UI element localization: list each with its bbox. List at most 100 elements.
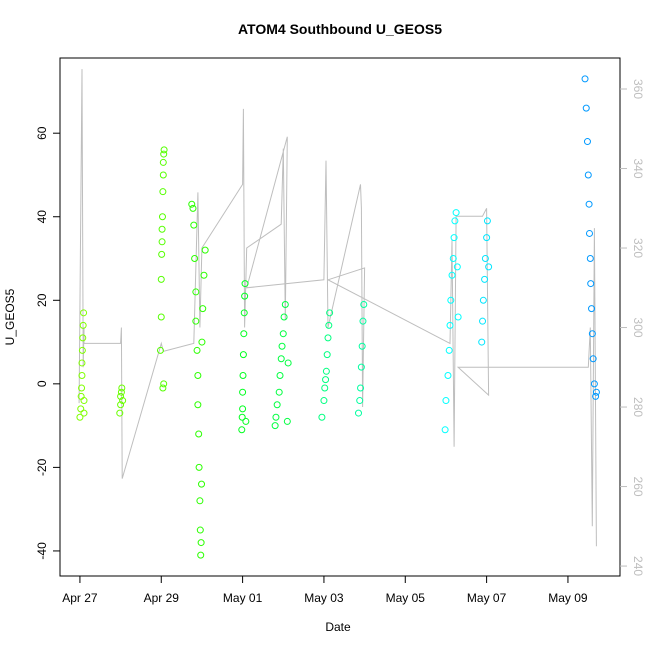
data-point	[325, 321, 333, 329]
data-point	[197, 551, 205, 559]
data-point	[485, 263, 493, 271]
data-point	[453, 263, 461, 271]
x-tick-label: May 05	[386, 591, 426, 605]
data-point	[450, 234, 458, 242]
data-point	[239, 351, 247, 359]
data-point	[158, 238, 166, 246]
data-point	[479, 296, 487, 304]
data-point	[239, 371, 247, 379]
data-point	[272, 413, 280, 421]
data-point	[324, 334, 332, 342]
data-point	[240, 330, 248, 338]
data-point	[281, 300, 289, 308]
x-axis-label: Date	[325, 620, 351, 634]
data-point	[191, 255, 199, 263]
data-point	[277, 355, 285, 363]
data-point	[448, 271, 456, 279]
data-point	[590, 380, 598, 388]
data-point	[481, 255, 489, 263]
data-point	[588, 305, 596, 313]
data-point	[159, 158, 167, 166]
data-point	[117, 392, 125, 400]
data-point	[117, 401, 125, 409]
y2-tick-label: 320	[631, 238, 645, 258]
data-point	[451, 217, 459, 225]
data-point	[198, 338, 206, 346]
data-point	[479, 317, 487, 325]
data-point	[358, 342, 366, 350]
y-axis-label: U_GEOS5	[3, 288, 17, 345]
y2-tick-label: 280	[631, 397, 645, 417]
data-point	[271, 422, 279, 430]
data-point	[278, 342, 286, 350]
data-point	[79, 321, 87, 329]
data-point	[356, 397, 364, 405]
data-point	[201, 246, 209, 254]
data-point	[119, 397, 127, 405]
data-point	[159, 188, 167, 196]
data-point	[592, 388, 600, 396]
chart-title: ATOM4 Southbound U_GEOS5	[238, 21, 442, 37]
y-tick-label: 60	[35, 126, 49, 140]
data-point	[239, 388, 247, 396]
data-point	[200, 271, 208, 279]
data-point	[283, 417, 291, 425]
y-tick-label: 20	[35, 293, 49, 307]
data-point	[188, 200, 196, 208]
data-point	[322, 367, 330, 375]
data-point	[160, 146, 168, 154]
y-tick-label: 0	[35, 380, 49, 387]
data-point	[158, 225, 166, 233]
data-point	[80, 397, 88, 405]
data-point	[583, 138, 591, 146]
data-point	[199, 305, 207, 313]
data-point	[357, 384, 365, 392]
data-point	[323, 351, 331, 359]
y2-tick-label: 300	[631, 318, 645, 338]
data-point	[483, 217, 491, 225]
data-point	[441, 426, 449, 434]
data-point	[360, 300, 368, 308]
data-point	[449, 255, 457, 263]
data-point	[157, 275, 165, 283]
data-point	[273, 401, 281, 409]
data-point	[585, 200, 593, 208]
plot-frame	[59, 57, 621, 577]
data-point	[452, 209, 460, 217]
y2-tick-label: 340	[631, 159, 645, 179]
y2-tick-label: 240	[631, 556, 645, 576]
data-point	[198, 480, 206, 488]
data-point	[357, 363, 365, 371]
data-point	[240, 309, 248, 317]
data-point	[77, 405, 85, 413]
x-tick-label: May 09	[548, 591, 588, 605]
y2-tick-label: 260	[631, 477, 645, 497]
data-point	[586, 255, 594, 263]
data-point	[157, 313, 165, 321]
data-point	[581, 75, 589, 83]
data-point	[193, 346, 201, 354]
data-point	[320, 397, 328, 405]
data-point	[117, 388, 125, 396]
data-point	[355, 409, 363, 417]
data-point	[242, 417, 250, 425]
data-point	[156, 346, 164, 354]
data-point	[584, 171, 592, 179]
data-point	[359, 317, 367, 325]
y-tick-label: -40	[35, 542, 49, 560]
data-point	[241, 280, 249, 288]
data-point	[445, 346, 453, 354]
x-tick-label: May 07	[467, 591, 507, 605]
data-point	[284, 359, 292, 367]
data-point	[239, 405, 247, 413]
data-point	[192, 288, 200, 296]
data-point	[192, 317, 200, 325]
data-point	[196, 526, 204, 534]
data-point	[194, 371, 202, 379]
data-point	[78, 371, 86, 379]
data-point	[80, 409, 88, 417]
data-point	[280, 313, 288, 321]
data-point	[483, 234, 491, 242]
x-tick-label: May 03	[304, 591, 344, 605]
data-point	[454, 313, 462, 321]
